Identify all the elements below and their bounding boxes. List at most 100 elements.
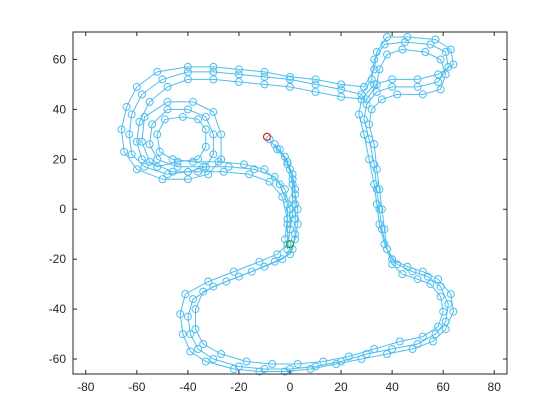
data-point <box>283 160 292 169</box>
data-point <box>186 347 195 356</box>
data-point <box>250 165 259 174</box>
data-point <box>219 167 228 176</box>
data-point <box>122 102 131 111</box>
data-point <box>370 55 379 64</box>
y-tick-label: -20 <box>49 252 67 266</box>
data-point <box>367 105 376 114</box>
data-point <box>132 82 141 91</box>
data-point <box>446 290 455 299</box>
data-point <box>377 95 386 104</box>
data-point <box>283 240 292 249</box>
data-point <box>242 357 251 366</box>
data-point <box>388 260 397 269</box>
data-point <box>260 67 269 76</box>
data-point <box>431 330 440 339</box>
data-point <box>183 75 192 84</box>
data-point <box>357 90 366 99</box>
data-point <box>375 185 384 194</box>
data-point <box>426 40 435 49</box>
data-point <box>354 110 363 119</box>
data-point <box>446 45 455 54</box>
data-point <box>265 177 274 186</box>
data-point <box>260 80 269 89</box>
data-point <box>140 112 149 121</box>
data-point <box>441 48 450 56</box>
data-point <box>117 125 126 134</box>
data-point <box>181 290 190 299</box>
x-tick-label: 20 <box>334 380 348 394</box>
data-point <box>189 295 197 304</box>
data-point <box>362 95 371 104</box>
data-point <box>311 87 320 96</box>
data-point <box>337 80 346 89</box>
data-point <box>383 245 391 254</box>
data-point <box>372 48 381 56</box>
data-point <box>288 175 297 184</box>
data-point <box>255 257 264 266</box>
data-point <box>286 82 294 91</box>
data-point <box>201 125 210 134</box>
data-point <box>413 275 422 284</box>
data-point <box>127 110 136 119</box>
data-point <box>395 337 404 346</box>
data-point <box>260 262 269 271</box>
data-point <box>132 137 141 146</box>
data-point <box>275 180 284 189</box>
data-point <box>265 135 274 144</box>
data-point <box>137 90 146 99</box>
data-point <box>183 105 192 114</box>
data-point <box>286 72 294 81</box>
data-point <box>168 155 177 164</box>
data-point <box>365 120 374 129</box>
data-point <box>365 155 374 164</box>
data-point <box>288 210 297 219</box>
data-point <box>209 150 218 159</box>
data-point <box>403 262 412 271</box>
data-point <box>234 77 243 86</box>
data-point <box>431 35 440 44</box>
data-point <box>163 97 172 106</box>
y-tick-label: 20 <box>53 152 67 166</box>
data-point <box>444 62 453 71</box>
data-point <box>183 62 192 71</box>
data-point <box>199 287 208 296</box>
data-point <box>370 65 379 74</box>
data-point <box>209 355 218 363</box>
data-point <box>214 157 223 166</box>
data-point <box>125 130 134 139</box>
data-point <box>439 307 448 316</box>
data-point <box>434 275 443 284</box>
data-point <box>153 67 162 76</box>
data-point <box>449 307 458 316</box>
data-point <box>332 360 340 368</box>
data-point <box>375 220 384 229</box>
data-point <box>388 75 397 84</box>
data-point <box>370 160 379 169</box>
data-point <box>168 167 177 176</box>
data-point <box>132 165 141 174</box>
data-point <box>360 82 368 91</box>
data-point <box>194 115 203 124</box>
data-point <box>372 80 381 89</box>
data-point <box>375 205 384 214</box>
data-point <box>413 75 422 84</box>
data-point <box>449 60 458 69</box>
data-point <box>209 62 218 71</box>
data-point <box>178 330 187 339</box>
data-point <box>418 267 427 276</box>
series-1 <box>125 38 453 373</box>
data-point <box>229 267 238 276</box>
data-point <box>283 245 292 254</box>
data-point <box>403 33 412 41</box>
data-point <box>163 82 172 91</box>
data-point <box>286 250 294 259</box>
data-point <box>158 175 167 184</box>
data-point <box>434 322 443 331</box>
data-point <box>260 365 269 373</box>
data-point <box>418 332 427 341</box>
data-point <box>137 137 146 146</box>
data-point <box>337 92 346 101</box>
data-point <box>255 367 264 376</box>
data-point <box>278 192 287 201</box>
